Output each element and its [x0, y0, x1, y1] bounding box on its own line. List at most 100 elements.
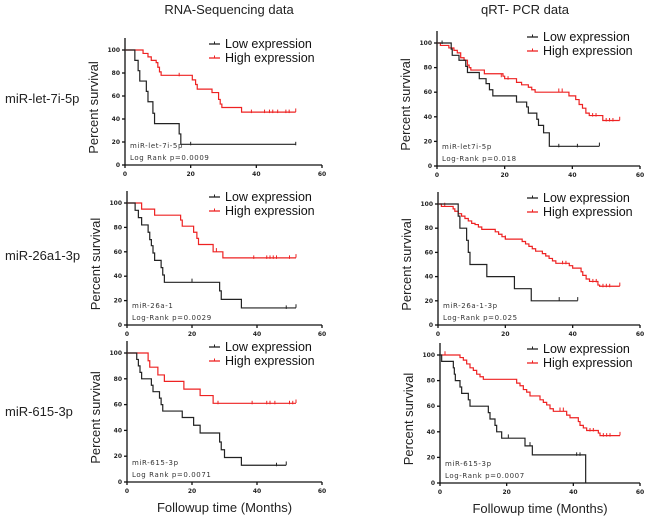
y-tick-label: 80: [114, 224, 122, 231]
y-tick-label: 60: [114, 402, 122, 409]
x-tick-label: 20: [500, 172, 508, 179]
x-tick-label: 0: [435, 172, 439, 179]
y-tick-label: 100: [420, 201, 433, 208]
survival-curve-high: [127, 352, 296, 404]
survival-curve-high: [437, 42, 620, 122]
survival-curve-high: [440, 354, 620, 437]
y-tick-label: 80: [425, 225, 433, 232]
annotation-pvalue: Log-Rank p=0.0029: [132, 314, 212, 322]
y-tick-label: 40: [112, 116, 120, 123]
y-tick-label: 20: [424, 138, 432, 145]
y-tick-label: 100: [419, 40, 432, 47]
y-tick-label: 0: [428, 163, 432, 170]
legend-label-high: High expression: [543, 205, 633, 219]
x-tick-label: 40: [568, 172, 576, 179]
legend-label-high: High expression: [225, 204, 315, 218]
x-tick-label: 20: [501, 331, 509, 338]
y-tick-label: 40: [114, 273, 122, 280]
x-tick-label: 40: [253, 488, 261, 495]
y-tick-label: 80: [427, 378, 435, 385]
x-tick-label: 0: [438, 489, 442, 496]
y-tick-label: 0: [431, 480, 435, 487]
x-tick-label: 60: [318, 331, 326, 338]
legend-label-high: High expression: [543, 44, 633, 58]
x-tick-label: 20: [188, 331, 196, 338]
y-axis-label: Percent survival: [399, 218, 414, 311]
km-panel: 0 20 40 60 80 100 0 20 40 60 Percent survival Follo…: [401, 342, 644, 516]
legend-label-high: High expression: [543, 356, 633, 370]
y-tick-label: 0: [429, 322, 433, 329]
x-tick-label: 20: [186, 171, 194, 178]
row-label-26a1: miR-26a1-3p: [5, 248, 80, 263]
x-axis-label: Followup time (Months): [157, 500, 292, 515]
km-panel: 0 20 40 60 80 100 0 20 40 60 Percent survival Low e…: [398, 30, 644, 179]
x-tick-label: 0: [125, 488, 129, 495]
annotation-pvalue: Log-Rank p=0.025: [443, 314, 518, 322]
x-tick-label: 40: [568, 331, 576, 338]
column-title-qrt-pcr: qRT- PCR data: [481, 2, 570, 17]
km-panel: 0 20 40 60 80 100 0 20 40 60 Percent survival Low e…: [399, 191, 644, 338]
km-panel: 0 20 40 60 80 100 0 20 40 60 Percent survival Low e…: [88, 190, 326, 338]
legend-label-high: High expression: [225, 354, 315, 368]
survival-curve-low: [127, 352, 287, 466]
annotation-pvalue: Log-Rank p=0.018: [442, 155, 517, 163]
y-tick-label: 100: [109, 200, 122, 207]
x-tick-label: 0: [125, 331, 129, 338]
annotation-pvalue: Log Rank p=0.0009: [130, 154, 209, 162]
survival-curve-high: [438, 203, 620, 287]
survival-curve-low: [125, 49, 296, 145]
y-tick-label: 0: [116, 162, 120, 169]
y-tick-label: 80: [424, 65, 432, 72]
survival-curve-low: [438, 203, 578, 302]
x-tick-label: 60: [636, 331, 644, 338]
x-tick-label: 40: [252, 171, 260, 178]
y-tick-label: 0: [118, 322, 122, 329]
y-axis-label: Percent survival: [401, 373, 416, 466]
y-tick-label: 60: [425, 249, 433, 256]
x-tick-label: 60: [318, 488, 326, 495]
annotation-mirna: miR-615-3p: [445, 460, 492, 468]
y-tick-label: 80: [112, 70, 120, 77]
km-panel: 0 20 40 60 80 100 0 20 40 60 Percent survival Follo…: [88, 340, 326, 515]
y-tick-label: 100: [107, 47, 120, 54]
annotation-mirna: miR-26a-1-3p: [443, 302, 498, 310]
y-axis-label: Percent survival: [86, 61, 101, 154]
y-tick-label: 20: [112, 139, 120, 146]
row-label-let-7i: miR-let-7i-5p: [5, 91, 79, 106]
annotation-mirna: miR-26a-1: [132, 302, 173, 310]
y-tick-label: 20: [114, 298, 122, 305]
y-tick-label: 20: [425, 298, 433, 305]
km-panel: 0 20 40 60 80 100 0 20 40 60 Percent survival Low e…: [86, 37, 326, 178]
row-label-615: miR-615-3p: [5, 404, 73, 419]
legend-label-low: Low expression: [225, 340, 312, 354]
y-tick-label: 100: [422, 352, 435, 359]
x-axis-label: Followup time (Months): [472, 501, 607, 516]
annotation-mirna: miR-let7i-5p: [442, 143, 492, 151]
y-tick-label: 40: [425, 274, 433, 281]
x-tick-label: 20: [188, 488, 196, 495]
x-tick-label: 60: [636, 489, 644, 496]
survival-curve-low: [440, 354, 587, 483]
annotation-mirna: miR-615-3p: [132, 459, 179, 467]
annotation-pvalue: Log Rank p=0.0071: [132, 471, 211, 479]
survival-curve-high: [125, 49, 296, 113]
y-tick-label: 20: [427, 454, 435, 461]
annotation-mirna: miR-let-7i-5p: [130, 142, 183, 150]
y-tick-label: 0: [118, 479, 122, 486]
legend-label-low: Low expression: [543, 342, 630, 356]
y-tick-label: 60: [427, 403, 435, 410]
annotation-pvalue: Log-Rank p=0.0007: [445, 472, 525, 480]
y-tick-label: 60: [112, 93, 120, 100]
y-tick-label: 60: [424, 89, 432, 96]
legend-label-high: High expression: [225, 51, 315, 65]
y-axis-label: Percent survival: [88, 371, 103, 464]
survival-curve-high: [127, 202, 296, 259]
x-tick-label: 40: [253, 331, 261, 338]
y-tick-label: 40: [424, 114, 432, 121]
x-tick-label: 40: [569, 489, 577, 496]
y-tick-label: 40: [114, 427, 122, 434]
x-tick-label: 0: [436, 331, 440, 338]
survival-curve-low: [437, 42, 600, 147]
y-tick-label: 80: [114, 376, 122, 383]
